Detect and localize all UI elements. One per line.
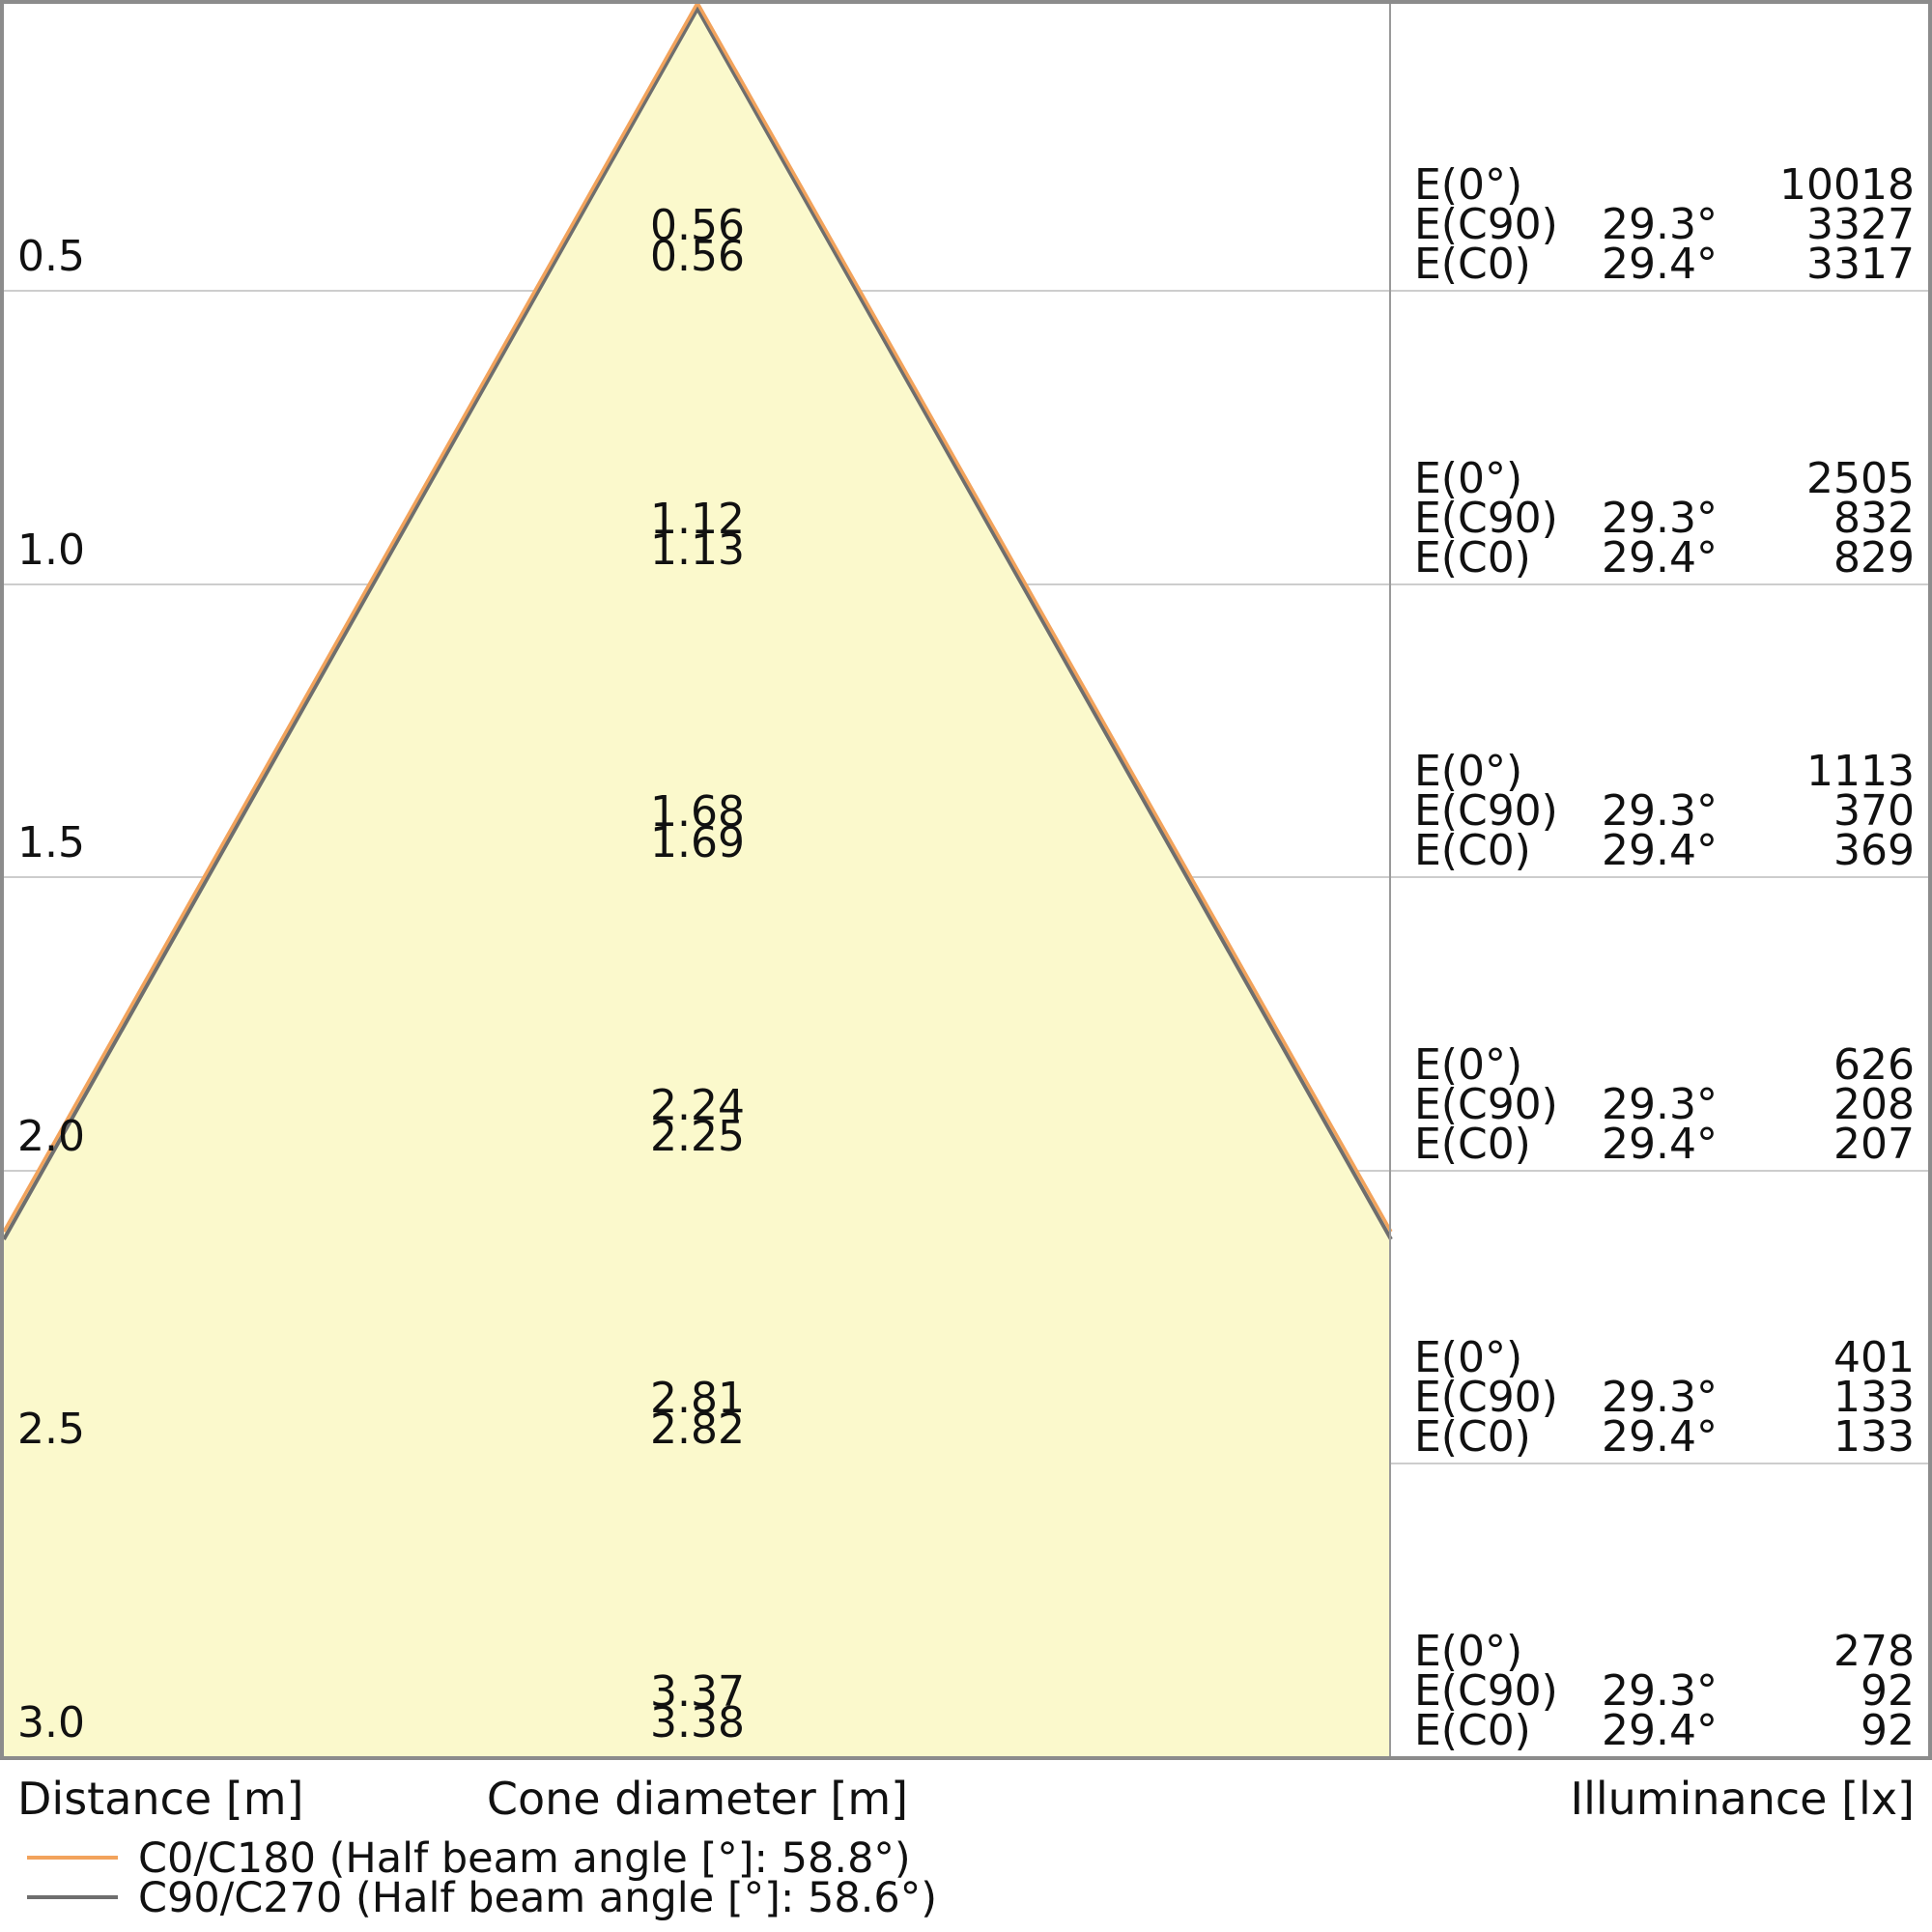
c90-c270-beam-line xyxy=(2,4,1393,1240)
c0-c180-line-swatch xyxy=(27,1856,118,1860)
gridline-0.5m xyxy=(4,290,1928,292)
x-axis-label-illuminance: Illuminance [lx] xyxy=(1570,1773,1915,1825)
legend-label: C0/C180 (Half beam angle [°]: 58.8°) xyxy=(138,1834,911,1883)
cone-fill-area xyxy=(4,4,1391,1756)
x-axis-label-cone-diameter: Cone diameter [m] xyxy=(486,1773,909,1825)
legend-label: C90/C270 (Half beam angle [°]: 58.6°) xyxy=(138,1874,938,1922)
c90-c270-line-swatch xyxy=(27,1895,118,1899)
table-divider-line xyxy=(1389,4,1391,1756)
chart-border xyxy=(0,0,1932,1760)
x-axis-label-distance: Distance [m] xyxy=(17,1773,304,1825)
